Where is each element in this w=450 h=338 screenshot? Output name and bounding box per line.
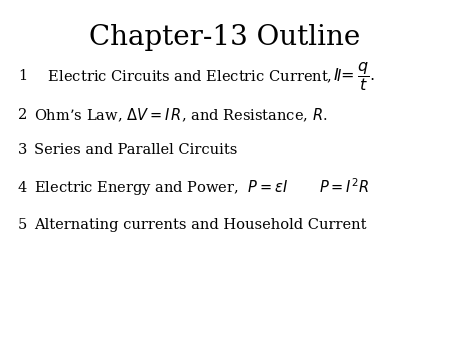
Text: 3: 3 bbox=[18, 143, 27, 158]
Text: Chapter-13 Outline: Chapter-13 Outline bbox=[90, 24, 360, 51]
Text: 2: 2 bbox=[18, 108, 27, 122]
Text: 1: 1 bbox=[18, 69, 27, 83]
Text: 4: 4 bbox=[18, 180, 27, 195]
Text: Ohm’s Law, $\Delta V = I\,R$, and Resistance, $R$.: Ohm’s Law, $\Delta V = I\,R$, and Resist… bbox=[34, 106, 327, 124]
Text: Electric Energy and Power,  $P = \varepsilon I$       $P = I^2R$: Electric Energy and Power, $P = \varepsi… bbox=[34, 177, 369, 198]
Text: 5: 5 bbox=[18, 218, 27, 232]
Text: Series and Parallel Circuits: Series and Parallel Circuits bbox=[34, 143, 237, 158]
Text: Electric Circuits and Electric Current, $I$: Electric Circuits and Electric Current, … bbox=[34, 67, 342, 85]
Text: $I = \dfrac{q}{t}.$: $I = \dfrac{q}{t}.$ bbox=[333, 59, 375, 93]
Text: Alternating currents and Household Current: Alternating currents and Household Curre… bbox=[34, 218, 366, 232]
